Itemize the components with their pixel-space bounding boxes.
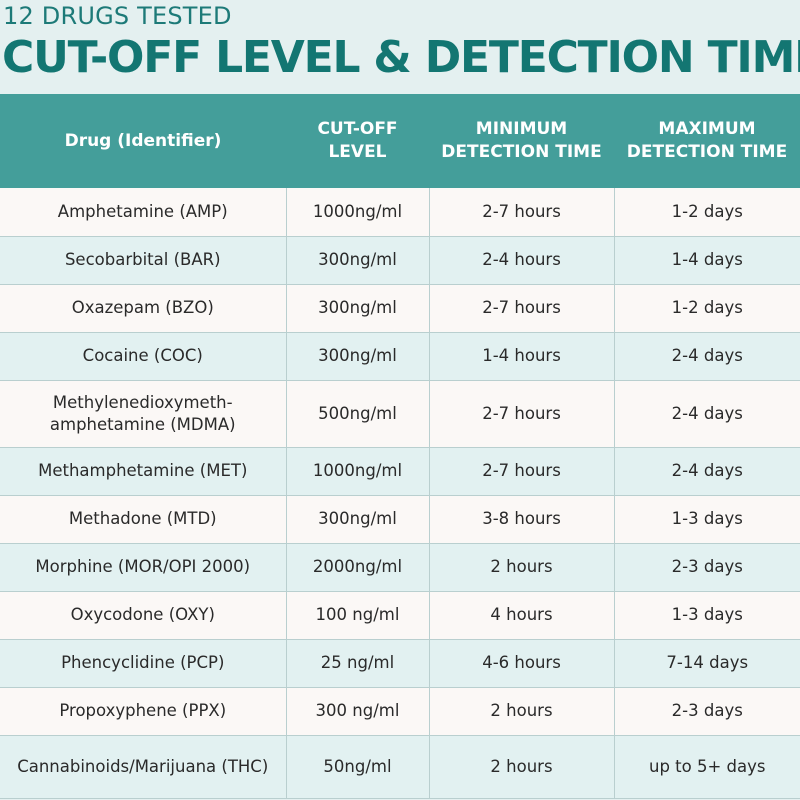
- cutoff-cell: 300ng/ml: [286, 284, 430, 333]
- max-detection-cell: 1-2 days: [614, 284, 800, 333]
- drug-cell: Secobarbital (BAR): [0, 236, 287, 285]
- cutoff-cell: 300ng/ml: [286, 332, 430, 381]
- column-header-label: DETECTION TIME: [441, 142, 602, 162]
- table-row: Morphine (MOR/OPI 2000) 2000ng/ml 2 hour…: [0, 543, 800, 592]
- min-detection-cell: 1-4 hours: [429, 332, 615, 381]
- cutoff-cell: 100 ng/ml: [286, 591, 430, 640]
- table-row: Propoxyphene (PPX) 300 ng/ml 2 hours 2-3…: [0, 687, 800, 736]
- max-detection-cell: 2-4 days: [614, 332, 800, 381]
- min-detection-cell: 2 hours: [429, 687, 615, 736]
- table-row: Methadone (MTD) 300ng/ml 3-8 hours 1-3 d…: [0, 495, 800, 544]
- min-detection-cell: 3-8 hours: [429, 495, 615, 544]
- max-detection-cell: 7-14 days: [614, 639, 800, 688]
- drug-cell: Morphine (MOR/OPI 2000): [0, 543, 287, 592]
- drug-cell: Oxazepam (BZO): [0, 284, 287, 333]
- drug-cell: Methylenedioxymeth- amphetamine (MDMA): [0, 380, 287, 448]
- table-row: Cannabinoids/Marijuana (THC) 50ng/ml 2 h…: [0, 735, 800, 799]
- column-header-label: LEVEL: [328, 142, 387, 162]
- drug-cell: Oxycodone (OXY): [0, 591, 287, 640]
- drug-name-line: amphetamine (MDMA): [49, 414, 236, 434]
- drug-cell: Cannabinoids/Marijuana (THC): [0, 735, 287, 799]
- min-detection-cell: 2-7 hours: [429, 380, 615, 448]
- column-header-label: CUT-OFF: [317, 119, 398, 139]
- table-row: Methylenedioxymeth- amphetamine (MDMA) 5…: [0, 380, 800, 448]
- column-header-label: Drug (Identifier): [64, 130, 222, 151]
- column-header-label: MAXIMUM: [658, 119, 756, 139]
- page-header: 12 DRUGS TESTED CUT-OFF LEVEL & DETECTIO…: [0, 0, 800, 94]
- cutoff-cell: 300ng/ml: [286, 495, 430, 544]
- min-detection-cell: 2-7 hours: [429, 284, 615, 333]
- max-detection-cell: 2-4 days: [614, 447, 800, 496]
- drug-cell: Methamphetamine (MET): [0, 447, 287, 496]
- column-header-max-detection: MAXIMUM DETECTION TIME: [614, 94, 800, 188]
- cutoff-cell: 300ng/ml: [286, 236, 430, 285]
- cutoff-cell: 1000ng/ml: [286, 188, 430, 237]
- min-detection-cell: 4 hours: [429, 591, 615, 640]
- min-detection-cell: 2-7 hours: [429, 447, 615, 496]
- max-detection-cell: up to 5+ days: [614, 735, 800, 799]
- table-row: Phencyclidine (PCP) 25 ng/ml 4-6 hours 7…: [0, 639, 800, 688]
- min-detection-cell: 2 hours: [429, 735, 615, 799]
- min-detection-cell: 4-6 hours: [429, 639, 615, 688]
- max-detection-cell: 2-4 days: [614, 380, 800, 448]
- drug-cell: Methadone (MTD): [0, 495, 287, 544]
- max-detection-cell: 1-3 days: [614, 591, 800, 640]
- table-header-row: Drug (Identifier) CUT-OFF LEVEL MINIMUM …: [0, 94, 800, 188]
- cutoff-cell: 50ng/ml: [286, 735, 430, 799]
- column-header-min-detection: MINIMUM DETECTION TIME: [429, 94, 614, 188]
- table-row: Cocaine (COC) 300ng/ml 1-4 hours 2-4 day…: [0, 332, 800, 381]
- max-detection-cell: 2-3 days: [614, 687, 800, 736]
- max-detection-cell: 1-3 days: [614, 495, 800, 544]
- max-detection-cell: 1-2 days: [614, 188, 800, 237]
- table-row: Oxycodone (OXY) 100 ng/ml 4 hours 1-3 da…: [0, 591, 800, 640]
- drug-detection-table: Drug (Identifier) CUT-OFF LEVEL MINIMUM …: [0, 94, 800, 799]
- column-header-cutoff: CUT-OFF LEVEL: [286, 94, 429, 188]
- min-detection-cell: 2 hours: [429, 543, 615, 592]
- drug-cell: Cocaine (COC): [0, 332, 287, 381]
- column-header-drug: Drug (Identifier): [0, 94, 286, 188]
- min-detection-cell: 2-7 hours: [429, 188, 615, 237]
- cutoff-cell: 25 ng/ml: [286, 639, 430, 688]
- drug-cell: Amphetamine (AMP): [0, 188, 287, 237]
- drug-cell: Propoxyphene (PPX): [0, 687, 287, 736]
- max-detection-cell: 2-3 days: [614, 543, 800, 592]
- table-row: Amphetamine (AMP) 1000ng/ml 2-7 hours 1-…: [0, 188, 800, 237]
- page-title: CUT-OFF LEVEL & DETECTION TIME: [2, 32, 800, 83]
- drug-cell: Phencyclidine (PCP): [0, 639, 287, 688]
- max-detection-cell: 1-4 days: [614, 236, 800, 285]
- column-header-label: DETECTION TIME: [626, 142, 788, 162]
- cutoff-cell: 300 ng/ml: [286, 687, 430, 736]
- cutoff-cell: 1000ng/ml: [286, 447, 430, 496]
- page-subtitle: 12 DRUGS TESTED: [3, 2, 232, 30]
- column-header-label: MINIMUM: [475, 119, 568, 139]
- table-row: Oxazepam (BZO) 300ng/ml 2-7 hours 1-2 da…: [0, 284, 800, 333]
- drug-name-line: Methylenedioxymeth-: [52, 392, 233, 412]
- min-detection-cell: 2-4 hours: [429, 236, 615, 285]
- table-row: Methamphetamine (MET) 1000ng/ml 2-7 hour…: [0, 447, 800, 496]
- cutoff-cell: 2000ng/ml: [286, 543, 430, 592]
- cutoff-cell: 500ng/ml: [286, 380, 430, 448]
- table-row: Secobarbital (BAR) 300ng/ml 2-4 hours 1-…: [0, 236, 800, 285]
